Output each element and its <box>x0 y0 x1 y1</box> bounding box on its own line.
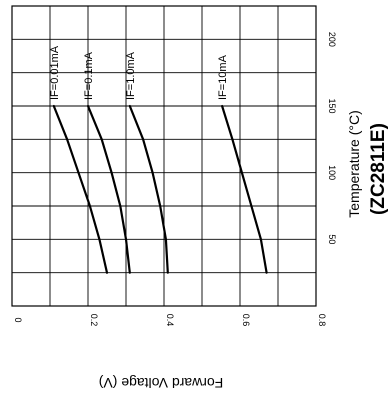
tick-label-layer: 0 0.2 0.4 0.6 0.8 50 100 150 200 <box>13 32 337 326</box>
temperature-tick-label: 50 <box>327 234 337 244</box>
series-line <box>221 104 268 274</box>
grid-layer <box>12 6 316 306</box>
voltage-tick-label: 0.6 <box>241 314 251 327</box>
temperature-tick-label: 100 <box>327 165 337 180</box>
forward-voltage-axis-title: Forward Voltage (V) <box>99 375 224 391</box>
series-line <box>52 104 109 274</box>
plot-frame <box>11 5 317 307</box>
temperature-tick-label: 150 <box>327 98 337 113</box>
series-layer <box>52 104 268 274</box>
series-label: IF=10mA <box>217 54 229 100</box>
series-label: IF=0.01mA <box>49 45 61 100</box>
series-label: IF=0.1mA <box>83 51 95 100</box>
voltage-tick-label: 0.2 <box>89 314 99 327</box>
voltage-tick-label: 0 <box>13 317 23 322</box>
curve-label-layer: IF=10mA IF=1.0mA IF=0.1mA IF=0.01mA <box>49 45 229 100</box>
voltage-tick-label: 0.8 <box>317 314 327 327</box>
voltage-tick-label: 0.4 <box>165 314 175 327</box>
series-line <box>128 104 169 274</box>
series-label: IF=1.0mA <box>125 51 137 100</box>
temperature-axis-title: Temperature (°C) <box>346 110 362 218</box>
series-line <box>86 104 131 274</box>
part-number-label: (ZC2811E) <box>368 123 389 215</box>
temperature-tick-label: 200 <box>327 32 337 47</box>
